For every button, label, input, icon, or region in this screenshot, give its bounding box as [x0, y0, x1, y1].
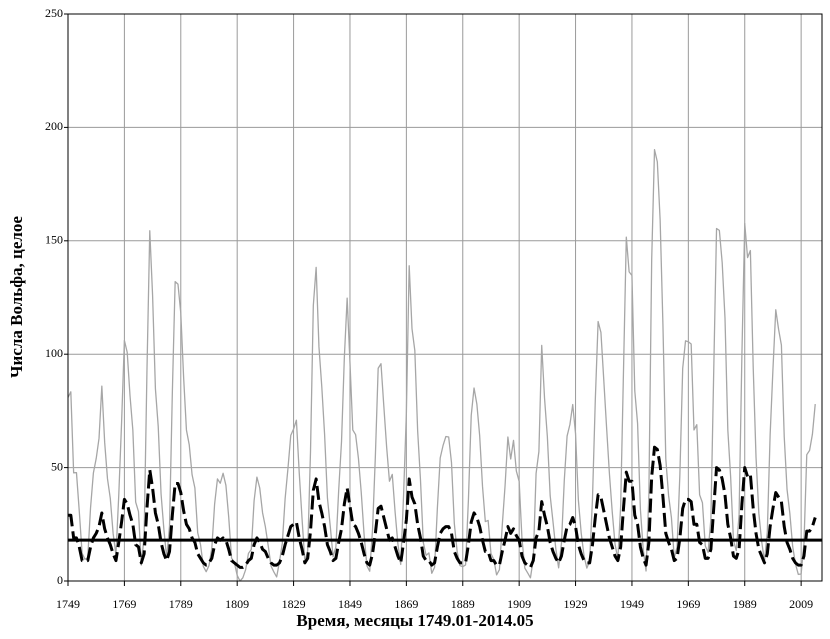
- x-tick-label: 1869: [394, 597, 418, 611]
- y-tick-label: 150: [45, 233, 63, 247]
- y-axis-title: Числа Вольфа, целое: [7, 216, 26, 378]
- x-tick-label: 1909: [507, 597, 531, 611]
- plot-frame: [67, 13, 823, 582]
- y-tick-label: 200: [45, 119, 63, 133]
- x-tick-label: 1769: [112, 597, 136, 611]
- y-tick-label: 50: [51, 459, 63, 473]
- x-tick-label: 1929: [564, 597, 588, 611]
- dashed-line: [68, 445, 817, 569]
- x-tick-label: 1849: [338, 597, 362, 611]
- x-axis-title: Время, месяцы 1749.01-2014.05: [296, 611, 533, 630]
- x-tick-label: 1889: [451, 597, 475, 611]
- data-line: [67, 148, 816, 582]
- plot: [67, 148, 822, 582]
- x-tick-label: 2009: [789, 597, 813, 611]
- x-tick-label: 1809: [225, 597, 249, 611]
- y-tick-label: 250: [45, 6, 63, 20]
- x-tick-label: 1789: [169, 597, 193, 611]
- x-tick-label: 1969: [676, 597, 700, 611]
- x-tick-label: 1829: [282, 597, 306, 611]
- y-tick-label: 0: [57, 573, 63, 587]
- x-tick-label: 1949: [620, 597, 644, 611]
- y-tick-label: 100: [45, 346, 63, 360]
- x-tick-label: 1749: [56, 597, 80, 611]
- x-tick-label: 1989: [733, 597, 757, 611]
